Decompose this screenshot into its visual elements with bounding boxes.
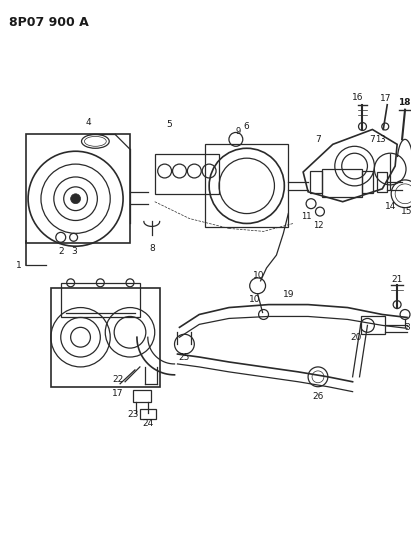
Text: 23: 23 [127,410,138,419]
Text: 8P07 900 A: 8P07 900 A [9,15,89,29]
Bar [51,288,159,387]
Text: 7: 7 [369,135,374,144]
Text: 17: 17 [112,389,123,398]
Bar [309,171,321,193]
Text: 2: 2 [58,247,64,256]
Text: 17: 17 [379,94,390,103]
Text: 5: 5 [166,120,172,129]
Text: 25: 25 [178,352,190,361]
Text: 18: 18 [397,98,409,107]
Circle shape [71,194,81,204]
Text: 3: 3 [403,323,409,332]
Text: 7: 7 [314,135,320,144]
Text: 15: 15 [400,207,412,216]
Text: 10: 10 [248,295,260,304]
Text: 22: 22 [112,375,123,384]
Text: 19: 19 [282,290,293,299]
Text: 14: 14 [384,202,395,211]
Bar [321,169,361,197]
Text: 16: 16 [351,93,363,102]
Text: 13: 13 [374,135,385,144]
Text: 11: 11 [300,212,311,221]
Text: 9: 9 [235,127,240,136]
Text: 1: 1 [16,261,22,270]
Text: 20: 20 [349,333,361,342]
Text: 3: 3 [71,247,77,256]
Text: 10: 10 [252,271,264,280]
Bar [205,144,287,228]
Text: 21: 21 [391,276,402,285]
Text: 24: 24 [142,419,153,428]
Bar [61,283,140,318]
Text: 4: 4 [85,118,91,127]
Bar [361,171,373,193]
Text: 8: 8 [149,244,154,253]
Text: 12: 12 [312,221,323,230]
Text: 6: 6 [243,122,249,131]
Text: 26: 26 [311,392,323,401]
Bar [376,172,386,192]
Bar [154,154,218,194]
Bar [140,409,155,419]
Bar [26,134,130,243]
Bar [360,317,385,334]
Bar [133,390,150,401]
